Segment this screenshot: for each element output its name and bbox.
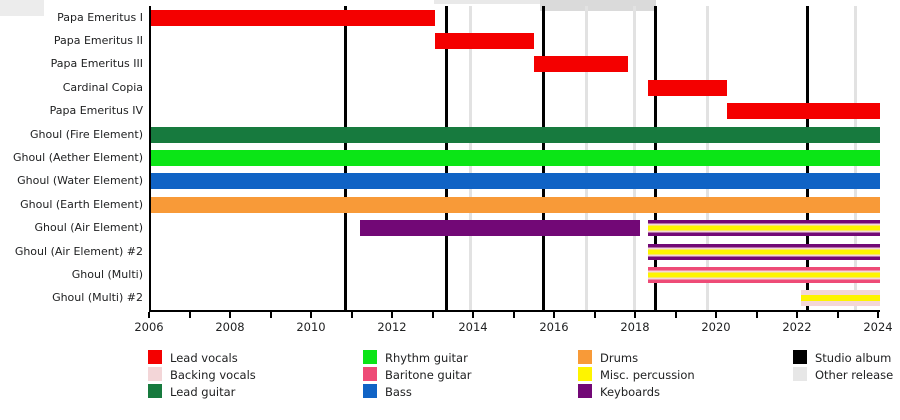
axis-tick-label: 2014 <box>458 320 488 334</box>
axis-tick <box>431 312 434 318</box>
legend-label: Other release <box>815 368 894 382</box>
legend-swatch-rhythm-guitar <box>363 350 377 364</box>
axis-tick-label: 2008 <box>215 320 245 334</box>
axis-tick <box>391 312 393 318</box>
row-label: Ghoul (Multi) <box>71 267 143 281</box>
plot-area <box>149 6 880 312</box>
legend-label: Rhythm guitar <box>385 351 468 365</box>
legend-swatch-lead-vocals <box>148 350 162 364</box>
tenure-bar <box>801 290 880 307</box>
axis-tick-label: 2012 <box>377 320 407 334</box>
axis-tick <box>796 312 798 318</box>
row-label: Papa Emeritus III <box>50 57 143 71</box>
axis-tick <box>188 312 191 318</box>
tenure-bar <box>647 79 727 96</box>
legend-label: Misc. percussion <box>600 368 695 382</box>
tenure-bar <box>647 243 880 260</box>
legend-label: Lead guitar <box>170 385 236 399</box>
axis-tick <box>350 312 353 318</box>
legend-swatch-misc-percussion <box>578 367 592 381</box>
axis-tick <box>229 312 231 318</box>
axis-tick <box>836 312 839 318</box>
axis-tick <box>553 312 555 318</box>
tenure-bar <box>151 196 880 213</box>
axis-tick <box>877 312 879 318</box>
axis-tick <box>472 312 474 318</box>
legend-label: Keyboards <box>600 385 661 399</box>
axis-tick <box>269 312 272 318</box>
legend-swatch-lead-guitar <box>148 384 162 398</box>
legend-swatch-drums <box>578 350 592 364</box>
tenure-bar <box>151 150 880 166</box>
row-label: Ghoul (Aether Element) <box>12 151 143 164</box>
axis-tick <box>512 312 515 318</box>
axis-tick-label: 2022 <box>782 320 812 334</box>
legend-label: Studio album <box>815 351 892 365</box>
row-label: Ghoul (Earth Element) <box>20 197 143 211</box>
tenure-bar <box>533 56 629 73</box>
legend-label: Backing vocals <box>170 368 256 382</box>
axis-tick <box>634 312 636 318</box>
row-label: Ghoul (Water Element) <box>17 174 143 188</box>
row-label: Ghoul (Fire Element) <box>29 127 143 141</box>
tenure-bar <box>151 9 435 26</box>
axis-tick-label: 2020 <box>701 320 731 334</box>
row-label: Ghoul (Air Element) #2 <box>14 244 143 258</box>
legend-swatch-bass <box>363 384 377 398</box>
legend-label: Bass <box>385 385 412 399</box>
axis-tick <box>310 312 312 318</box>
legend-swatch-other-release <box>793 367 807 381</box>
row-label: Papa Emeritus I <box>57 10 143 24</box>
axis-tick-label: 2006 <box>134 320 164 334</box>
axis-tick <box>674 312 677 318</box>
row-label: Ghoul (Air Element) <box>34 221 143 235</box>
tenure-bar <box>434 33 534 50</box>
tenure-bar <box>359 220 640 237</box>
axis-tick <box>593 312 596 318</box>
axis-tick <box>715 312 717 318</box>
legend-swatch-studio-album <box>793 350 807 364</box>
cropped-ui-fragment-block <box>540 0 656 11</box>
row-label: Ghoul (Multi) #2 <box>52 291 143 305</box>
tenure-bar <box>726 103 880 120</box>
axis-tick-label: 2018 <box>620 320 650 334</box>
legend-label: Drums <box>600 351 639 365</box>
tenure-bar <box>151 173 880 190</box>
row-label: Papa Emeritus IV <box>49 104 143 118</box>
legend-label: Baritone guitar <box>385 368 472 382</box>
axis-tick-label: 2024 <box>863 320 893 334</box>
axis-tick-label: 2016 <box>539 320 569 334</box>
legend-swatch-keyboards <box>578 384 592 398</box>
axis-tick <box>148 312 150 318</box>
legend-label: Lead vocals <box>170 351 238 365</box>
tenure-bar <box>151 126 880 143</box>
axis-tick <box>755 312 758 318</box>
tenure-bar <box>647 220 880 237</box>
row-label: Cardinal Copia <box>62 80 143 94</box>
cropped-ui-fragment-left <box>0 0 44 16</box>
legend-swatch-baritone-guitar <box>363 367 377 381</box>
tenure-bar <box>647 266 880 283</box>
axis-tick-label: 2010 <box>296 320 326 334</box>
legend-swatch-backing-vocals <box>148 367 162 381</box>
row-label: Papa Emeritus II <box>53 34 143 48</box>
legend: Lead vocals Backing vocals Lead guitar Rhyt… <box>0 346 900 420</box>
